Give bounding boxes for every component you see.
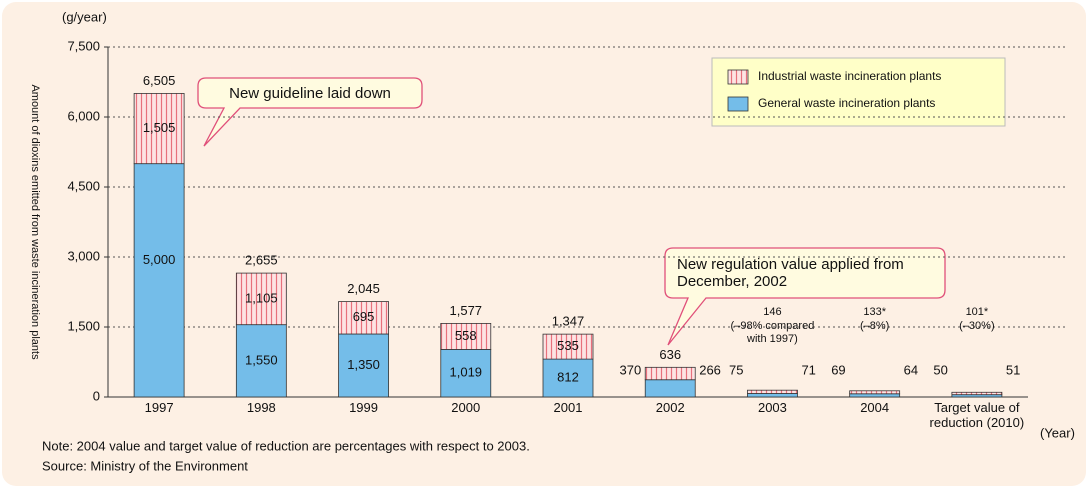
value-label: 5,000 [143, 252, 176, 267]
y-tick-label: 0 [93, 388, 100, 403]
total-label: 1,347 [552, 314, 585, 329]
bar-segment [644, 379, 696, 398]
y-tick-label: 4,500 [67, 178, 100, 193]
bar-segment [338, 301, 389, 335]
value-label: 1,505 [143, 120, 176, 135]
value-label: 1,550 [245, 352, 278, 367]
legend [711, 57, 1006, 127]
legend-label: Industrial waste incineration plants [758, 69, 941, 83]
value-label: 1,019 [450, 365, 483, 380]
bar-segment [644, 366, 696, 381]
value-label: 71 [801, 362, 815, 377]
bar-segment [235, 272, 287, 326]
legend-swatch [727, 96, 749, 112]
total-note: (–98% compared with 1997) [730, 320, 815, 345]
value-label: 266 [699, 362, 721, 377]
value-label: 69 [831, 362, 845, 377]
value-label: 535 [557, 338, 579, 353]
source: Source: Ministry of the Environment [42, 458, 248, 473]
total-label: 2,045 [347, 281, 380, 296]
x-tick-label: 2003 [757, 400, 787, 415]
value-label: 50 [933, 362, 947, 377]
total-label: 636 [659, 347, 681, 362]
bar-segment [951, 391, 1003, 396]
bar-segment [133, 93, 185, 165]
y-tick-label: 6,000 [67, 108, 100, 123]
bar-segment [440, 323, 492, 350]
unit-label: (g/year) [62, 9, 107, 24]
y-tick-label: 3,000 [67, 248, 100, 263]
bar-segment [849, 393, 901, 398]
callout-1 [197, 77, 423, 147]
x-tick-label: 2001 [553, 400, 583, 415]
callout-2 [664, 247, 946, 346]
x-tick-label: 1997 [144, 400, 174, 415]
x-tick-label: Target value of reduction (2010) [929, 400, 1025, 430]
x-tick-label: 2000 [451, 400, 481, 415]
legend-label: General waste incineration plants [758, 96, 935, 110]
value-label: 1,105 [245, 290, 278, 305]
note: Note: 2004 value and target value of red… [42, 438, 530, 453]
total-note: (–8%) [859, 320, 890, 332]
x-tick-label: 2004 [860, 400, 890, 415]
value-label: 75 [729, 362, 743, 377]
value-label: 558 [455, 328, 477, 343]
y-axis-title: Amount of dioxins emitted from waste inc… [29, 84, 41, 360]
value-label: 51 [1006, 362, 1020, 377]
total-label: 1,577 [450, 303, 483, 318]
x-tick-label: 2002 [655, 400, 685, 415]
total-note: (–30%) [959, 320, 995, 332]
value-label: 64 [904, 362, 918, 377]
x-tick-label: 1998 [246, 400, 276, 415]
bar-segment [747, 393, 798, 398]
bar-segment [440, 349, 492, 398]
value-label: 812 [557, 369, 579, 384]
total-label: 6,505 [143, 73, 176, 88]
bar-segment [849, 390, 901, 395]
bar-segment [542, 333, 594, 360]
x-axis-title: (Year) [1040, 425, 1075, 440]
bar-segment [235, 324, 287, 398]
total-label: 2,655 [245, 253, 278, 268]
y-tick-label: 7,500 [67, 38, 100, 53]
bar-segment [542, 358, 594, 398]
value-label: 370 [620, 362, 642, 377]
bar-segment [338, 333, 389, 398]
bar-segment [747, 389, 798, 394]
value-label: 695 [353, 309, 375, 324]
total-label: 133* [863, 306, 886, 318]
callout-text: New guideline laid down [229, 85, 391, 102]
legend-swatch [727, 69, 749, 85]
callout-text: New regulation value applied from Decemb… [677, 256, 904, 290]
value-label: 1,350 [347, 357, 380, 372]
bar-segment [133, 163, 185, 398]
total-label: 101* [966, 306, 989, 318]
y-tick-label: 1,500 [67, 318, 100, 333]
x-tick-label: 1999 [349, 400, 378, 415]
total-label: 146 [763, 306, 781, 318]
